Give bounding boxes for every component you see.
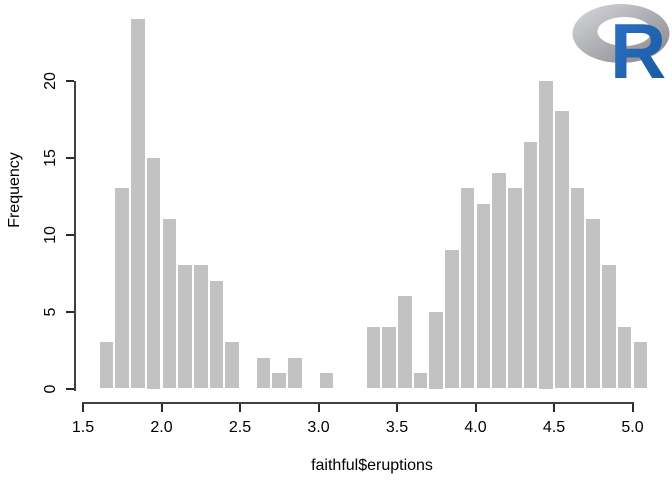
histogram-bar — [193, 265, 208, 389]
x-tick — [396, 403, 398, 412]
histogram-bar — [570, 188, 585, 389]
x-tick-label: 5.0 — [621, 419, 644, 436]
histogram-bar — [272, 373, 287, 389]
histogram-bar — [178, 265, 192, 389]
histogram-bar — [523, 142, 538, 389]
y-tick-label: 15 — [42, 148, 59, 167]
histogram-bar — [256, 357, 271, 389]
histogram-bar — [209, 280, 224, 389]
y-tick — [65, 310, 74, 313]
histogram-bar — [146, 157, 161, 389]
x-tick — [317, 403, 320, 412]
x-tick-label: 3.0 — [307, 419, 330, 436]
histogram-bar — [288, 357, 302, 389]
histogram-bar — [162, 219, 177, 389]
x-tick-label: 3.5 — [385, 419, 409, 436]
histogram-bar — [398, 296, 412, 389]
x-tick — [474, 403, 477, 412]
histogram-bar — [413, 373, 428, 389]
y-tick — [65, 387, 74, 390]
histogram-bar — [366, 326, 381, 389]
x-tick — [631, 403, 634, 412]
histogram-bar — [460, 188, 475, 389]
histogram-bar — [131, 18, 145, 389]
histogram-bar — [476, 203, 491, 389]
histogram-bar — [319, 373, 334, 389]
histogram-bar — [429, 311, 444, 389]
histogram-bar — [115, 188, 130, 389]
histogram-bar — [586, 219, 601, 389]
y-axis-title: Frequency — [6, 152, 23, 228]
histogram-bar — [555, 111, 569, 389]
x-tick — [82, 403, 84, 412]
x-tick — [239, 403, 241, 412]
x-tick-label: 2.0 — [150, 419, 173, 436]
y-tick — [65, 233, 74, 236]
x-tick-label: 4.0 — [464, 419, 487, 436]
histogram-bar — [539, 80, 553, 389]
histogram-bar — [633, 342, 648, 389]
histogram-bar — [225, 342, 239, 389]
x-axis-title: faithful$eruptions — [311, 457, 433, 474]
y-tick-label: 10 — [42, 225, 59, 244]
x-axis-line — [82, 401, 634, 404]
histogram-bar — [99, 342, 114, 389]
x-tick — [160, 403, 163, 412]
y-tick-label: 0 — [42, 384, 59, 393]
x-tick-label: 4.5 — [542, 419, 566, 436]
y-tick-label: 5 — [42, 307, 59, 316]
histogram-bar — [382, 326, 396, 389]
x-tick-label: 1.5 — [71, 419, 95, 436]
y-tick — [65, 156, 74, 159]
y-tick — [65, 79, 74, 82]
histogram-bar — [507, 188, 522, 389]
r-logo-ring-icon — [572, 3, 670, 63]
r-logo: R — [572, 3, 670, 80]
y-axis-line — [73, 80, 76, 391]
x-tick — [553, 403, 555, 412]
histogram-bar — [445, 249, 459, 389]
histogram-bar — [492, 172, 506, 389]
y-tick-label: 20 — [42, 71, 59, 90]
r-logo-letter: R — [610, 7, 666, 80]
histogram-bar — [617, 326, 632, 389]
histogram-bar — [602, 265, 616, 389]
x-tick-label: 2.5 — [228, 419, 252, 436]
